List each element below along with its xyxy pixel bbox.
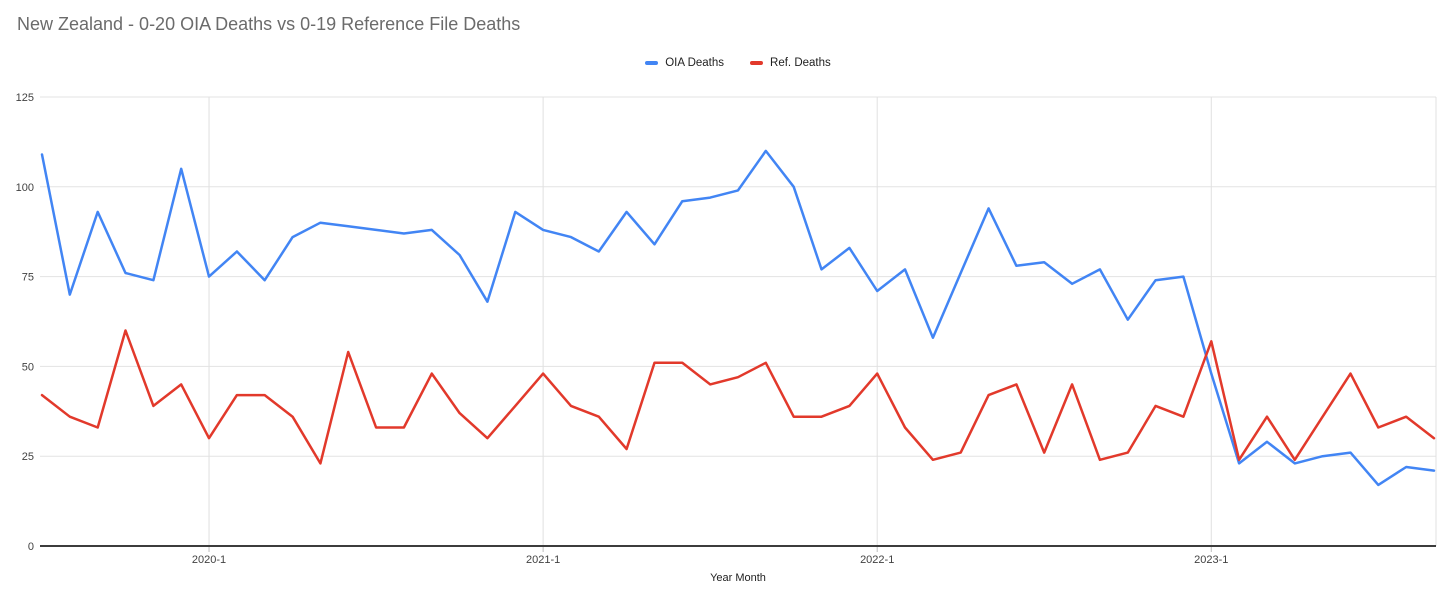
- legend-swatch-oia-deaths: [645, 61, 659, 65]
- y-tick-label: 50: [22, 361, 34, 373]
- legend: OIA Deaths Ref. Deaths: [40, 55, 1436, 71]
- series-line-oia-deaths[interactable]: [40, 149, 1436, 487]
- legend-item-ref-deaths[interactable]: Ref. Deaths: [750, 57, 831, 69]
- x-tick-label: 2023-1: [1194, 554, 1228, 566]
- x-tick-label: 2021-1: [526, 554, 560, 566]
- series-line-ref-deaths[interactable]: [40, 329, 1436, 465]
- y-tick-label: 125: [16, 92, 34, 104]
- y-tick-label: 75: [22, 272, 34, 284]
- legend-label-ref-deaths: Ref. Deaths: [770, 57, 831, 69]
- y-tick-label: 0: [28, 541, 34, 553]
- x-tick-label: 2022-1: [860, 554, 894, 566]
- legend-label-oia-deaths: OIA Deaths: [665, 57, 725, 69]
- x-axis-title: Year Month: [710, 572, 766, 584]
- chart-title: New Zealand - 0-20 OIA Deaths vs 0-19 Re…: [17, 14, 521, 34]
- legend-item-oia-deaths[interactable]: OIA Deaths: [645, 57, 724, 69]
- y-tick-label: 25: [22, 451, 34, 463]
- y-tick-label: 100: [16, 182, 34, 194]
- x-tick-label: 2020-1: [192, 554, 226, 566]
- legend-swatch-ref-deaths: [750, 61, 764, 65]
